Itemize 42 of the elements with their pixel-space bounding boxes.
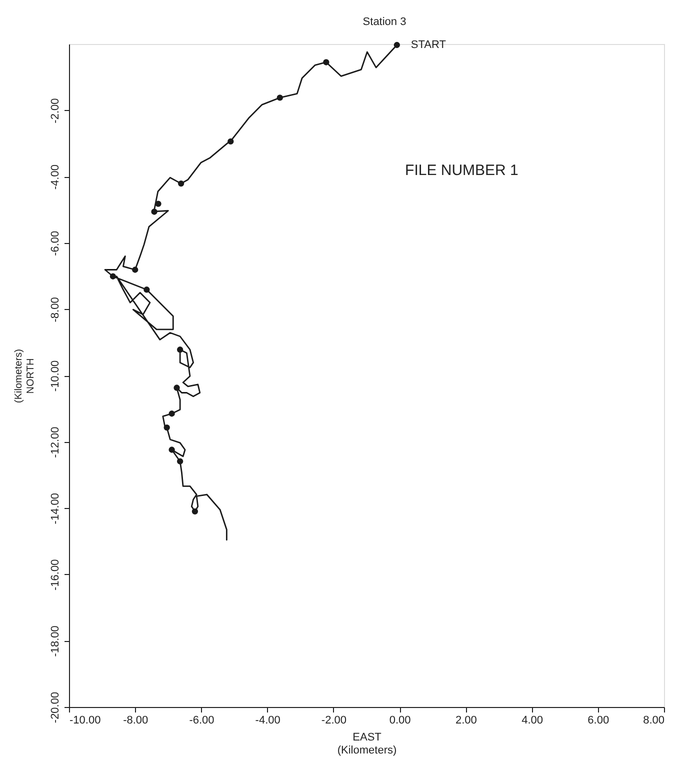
x-tick-label: 2.00 [455, 714, 477, 726]
point [132, 266, 138, 273]
x-tick-label: 8.00 [643, 714, 664, 726]
x-tick-label: -2.00 [321, 714, 346, 726]
point [110, 273, 116, 280]
point [164, 424, 170, 431]
point [151, 208, 158, 215]
x-tick-label: -4.00 [255, 714, 280, 726]
point [176, 458, 184, 464]
x-tick-label: -8.00 [123, 714, 148, 726]
point [178, 180, 184, 187]
annotation: START [410, 38, 446, 51]
y-tick-label: -10.00 [50, 360, 62, 392]
point [174, 384, 180, 391]
point [394, 42, 400, 48]
x-tick-label: 6.00 [588, 714, 610, 726]
y-tick-label: -12.00 [50, 426, 62, 458]
y-tick-label: -2.00 [50, 98, 62, 124]
point [168, 410, 175, 417]
x-tick-label: 4.00 [522, 714, 543, 726]
y-tick-label: -20.00 [50, 692, 62, 724]
point [144, 286, 150, 293]
point [168, 446, 175, 453]
point [323, 59, 330, 66]
x-tick-label: -6.00 [189, 714, 214, 726]
x-axis-title: EAST (Kilometers) [337, 732, 397, 756]
y-tick-label: -14.00 [50, 493, 62, 524]
y-tick-label: -8.00 [50, 297, 62, 322]
chart-title: Station 3 [362, 16, 406, 28]
x-tick-label: -10.00 [70, 714, 101, 726]
y-tick-label: -18.00 [50, 626, 62, 657]
y-tick-label: -16.00 [50, 559, 62, 590]
point [276, 94, 283, 101]
x-tick-label: 0.00 [389, 714, 411, 726]
point [176, 346, 184, 353]
point [155, 200, 162, 207]
point [228, 138, 234, 145]
y-tick-label: -4.00 [50, 164, 62, 190]
y-tick-label: -6.00 [50, 230, 62, 256]
y-axis-title: (Kilometers) NORTH [14, 349, 36, 403]
point [192, 508, 198, 514]
annotation: FILE NUMBER 1 [405, 162, 518, 179]
